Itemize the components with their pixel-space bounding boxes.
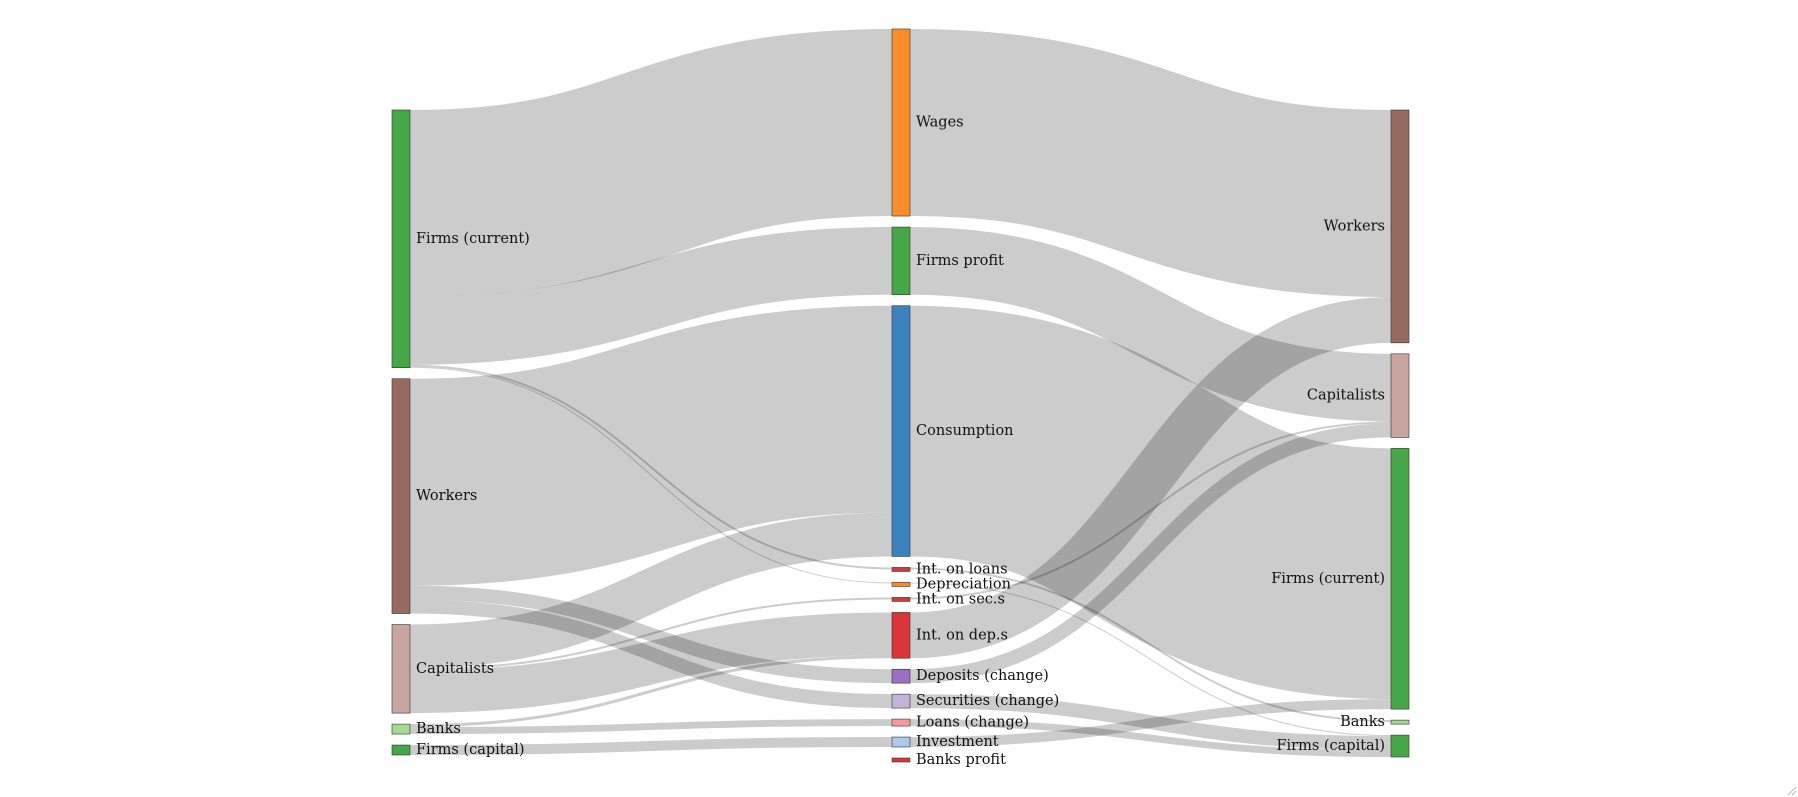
sankey-nodes: Firms (current) Workers Capitalists Banks Fi…	[391, 28, 1410, 768]
node-label-src_firms_capital: Firms (capital)	[416, 742, 525, 758]
node-dst_firms_capital[interactable]: Firms (capital)	[1276, 734, 1410, 758]
node-bar-wages[interactable]	[891, 28, 911, 217]
link-securities_change-to-dst_firms_capital[interactable]	[909, 694, 1392, 751]
node-src_workers[interactable]: Workers	[391, 378, 477, 614]
node-label-banks_profit: Banks profit	[916, 752, 1006, 768]
node-int_loans[interactable]: Int. on loans	[891, 561, 1008, 577]
link-src_firms_current-to-int_loans[interactable]	[409, 364, 893, 570]
link-consumption-to-dst_firms_current[interactable]	[907, 305, 1394, 700]
link-depreciation-to-dst_firms_capital[interactable]	[909, 582, 1392, 737]
node-bar-consumption[interactable]	[891, 305, 911, 557]
link-src_capitalists-to-consumption[interactable]	[409, 512, 893, 669]
node-bar-src_firms_current[interactable]	[391, 109, 411, 369]
node-int_deps[interactable]: Int. on dep.s	[891, 612, 1008, 659]
node-bar-src_workers[interactable]	[391, 378, 411, 614]
link-src_capitalists-to-int_deps[interactable]	[409, 612, 893, 714]
resize-grip-icon[interactable]	[1787, 786, 1797, 796]
link-int_secs-to-dst_capitalists[interactable]	[909, 421, 1392, 600]
link-src_capitalists-to-int_secs[interactable]	[409, 597, 893, 671]
link-wages-to-dst_workers[interactable]	[909, 28, 1392, 298]
node-bar-dst_firms_capital[interactable]	[1390, 734, 1410, 758]
node-src_banks[interactable]: Banks	[391, 721, 461, 737]
link-src_banks-to-int_deps[interactable]	[409, 655, 893, 728]
node-investment[interactable]: Investment	[891, 734, 999, 750]
sankey-links	[409, 28, 1394, 758]
node-label-dst_firms_capital: Firms (capital)	[1276, 738, 1385, 754]
node-label-int_secs: Int. on sec.s	[916, 591, 1005, 607]
node-label-dst_firms_current: Firms (current)	[1271, 571, 1385, 587]
node-bar-banks_profit[interactable]	[891, 757, 911, 763]
node-bar-int_deps[interactable]	[891, 612, 911, 659]
link-firms_profit-to-dst_capitalists[interactable]	[909, 227, 1392, 422]
node-src_firms_capital[interactable]: Firms (capital)	[391, 742, 525, 758]
node-banks_profit[interactable]: Banks profit	[891, 752, 1006, 768]
node-wages[interactable]: Wages	[891, 28, 964, 217]
node-bar-src_banks[interactable]	[391, 723, 411, 735]
link-int_loans-to-dst_banks[interactable]	[909, 567, 1392, 723]
node-label-firms_profit: Firms profit	[916, 253, 1004, 269]
node-label-deposits_change: Deposits (change)	[916, 668, 1049, 684]
node-label-src_capitalists: Capitalists	[416, 661, 494, 677]
node-depreciation[interactable]: Depreciation	[891, 576, 1011, 592]
node-label-int_loans: Int. on loans	[916, 561, 1008, 577]
link-src_workers-to-consumption[interactable]	[409, 305, 893, 586]
node-src_capitalists[interactable]: Capitalists	[391, 624, 494, 714]
node-firms_profit[interactable]: Firms profit	[891, 226, 1004, 296]
node-label-int_deps: Int. on dep.s	[916, 627, 1008, 643]
node-deposits_change[interactable]: Deposits (change)	[891, 668, 1049, 684]
node-label-securities_change: Securities (change)	[916, 693, 1059, 709]
node-bar-dst_firms_current[interactable]	[1390, 448, 1410, 710]
node-label-depreciation: Depreciation	[916, 576, 1011, 592]
node-dst_banks[interactable]: Banks	[1340, 714, 1410, 730]
node-label-wages: Wages	[916, 115, 964, 131]
link-src_firms_current-to-wages[interactable]	[409, 28, 893, 298]
node-bar-src_firms_capital[interactable]	[391, 744, 411, 756]
link-investment-to-dst_firms_current[interactable]	[909, 699, 1392, 748]
node-bar-src_capitalists[interactable]	[391, 624, 411, 714]
node-label-src_banks: Banks	[416, 721, 461, 737]
node-label-dst_capitalists: Capitalists	[1307, 388, 1385, 404]
node-bar-int_secs[interactable]	[891, 597, 911, 602]
node-bar-dst_capitalists[interactable]	[1390, 353, 1410, 438]
node-dst_workers[interactable]: Workers	[1324, 109, 1410, 344]
node-label-investment: Investment	[916, 734, 999, 750]
node-label-src_workers: Workers	[416, 488, 477, 504]
node-label-loans_change: Loans (change)	[916, 715, 1029, 731]
node-label-consumption: Consumption	[916, 423, 1014, 439]
link-src_banks-to-loans_change[interactable]	[409, 719, 893, 735]
node-consumption[interactable]: Consumption	[891, 305, 1014, 557]
link-loans_change-to-dst_firms_capital[interactable]	[909, 719, 1392, 758]
link-src_firms_capital-to-investment[interactable]	[409, 737, 893, 756]
node-bar-int_loans[interactable]	[891, 567, 911, 572]
node-bar-dst_banks[interactable]	[1390, 719, 1410, 725]
link-src_workers-to-securities_change[interactable]	[409, 599, 893, 709]
node-bar-investment[interactable]	[891, 736, 911, 748]
node-dst_capitalists[interactable]: Capitalists	[1307, 353, 1410, 438]
node-label-src_firms_current: Firms (current)	[416, 231, 530, 247]
node-bar-depreciation[interactable]	[891, 582, 911, 587]
link-src_firms_current-to-firms_profit[interactable]	[409, 227, 893, 365]
node-loans_change[interactable]: Loans (change)	[891, 715, 1029, 731]
node-bar-deposits_change[interactable]	[891, 668, 911, 684]
node-dst_firms_current[interactable]: Firms (current)	[1271, 448, 1410, 710]
node-bar-loans_change[interactable]	[891, 718, 911, 727]
node-label-dst_workers: Workers	[1324, 218, 1385, 234]
node-bar-dst_workers[interactable]	[1390, 109, 1410, 344]
node-label-dst_banks: Banks	[1340, 714, 1385, 730]
link-src_workers-to-deposits_change[interactable]	[409, 585, 893, 684]
link-src_firms_current-to-depreciation[interactable]	[409, 366, 893, 584]
node-bar-firms_profit[interactable]	[891, 226, 911, 296]
link-deposits_change-to-dst_capitalists[interactable]	[909, 423, 1392, 684]
link-int_deps-to-dst_workers[interactable]	[909, 297, 1392, 659]
node-src_firms_current[interactable]: Firms (current)	[391, 109, 530, 369]
node-int_secs[interactable]: Int. on sec.s	[891, 591, 1005, 607]
node-bar-securities_change[interactable]	[891, 693, 911, 709]
node-securities_change[interactable]: Securities (change)	[891, 693, 1059, 709]
